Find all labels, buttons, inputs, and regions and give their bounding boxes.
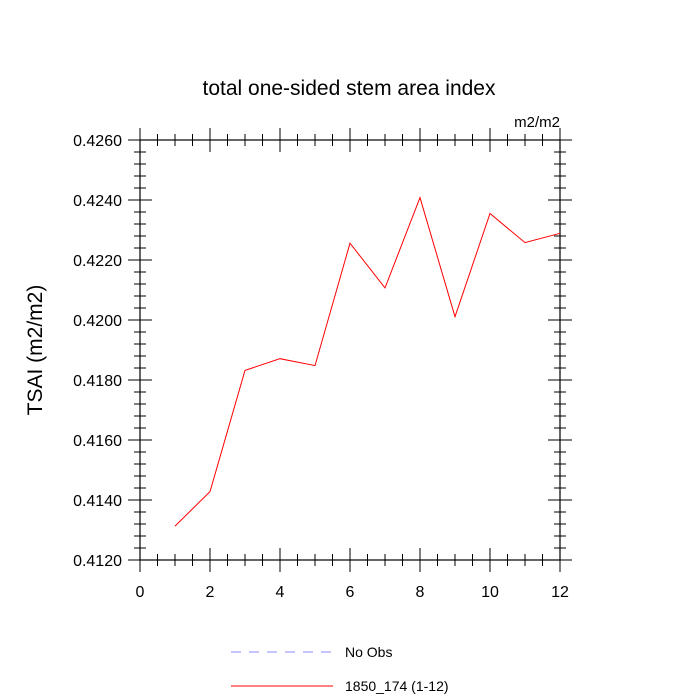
y-tick-label: 0.4160 [73, 433, 122, 450]
x-tick-label: 4 [276, 584, 285, 601]
y-tick-label: 0.4180 [73, 373, 122, 390]
chart-title: total one-sided stem area index [202, 77, 496, 100]
series-line [174, 196, 561, 527]
x-tick-label: 0 [136, 584, 145, 601]
legend-label: No Obs [345, 644, 392, 660]
x-tick-label: 2 [206, 584, 215, 601]
y-ticks: 0.4120 0.4140 0.4160 0.4180 0.4200 0.4220 0.42… [73, 133, 572, 570]
x-tick-label: 10 [481, 584, 499, 601]
units-label: m2/m2 [514, 114, 560, 131]
y-tick-label: 0.4140 [73, 493, 122, 510]
y-tick-label: 0.4120 [73, 553, 122, 570]
series-layer [174, 196, 561, 527]
plot-frame [139, 139, 561, 561]
x-tick-label: 6 [346, 584, 355, 601]
legend-label: 1850_174 (1-12) [345, 678, 449, 694]
x-ticks: 0 2 4 6 8 10 12 [136, 128, 569, 601]
y-tick-label: 0.4260 [73, 133, 122, 150]
legend: No Obs 1850_174 (1-12) [231, 644, 449, 694]
y-tick-label: 0.4240 [73, 193, 122, 210]
y-tick-label: 0.4200 [73, 313, 122, 330]
x-tick-label: 12 [551, 584, 569, 601]
y-tick-label: 0.4220 [73, 253, 122, 270]
y-axis-label: TSAI (m2/m2) [24, 285, 47, 416]
x-tick-label: 8 [416, 584, 425, 601]
